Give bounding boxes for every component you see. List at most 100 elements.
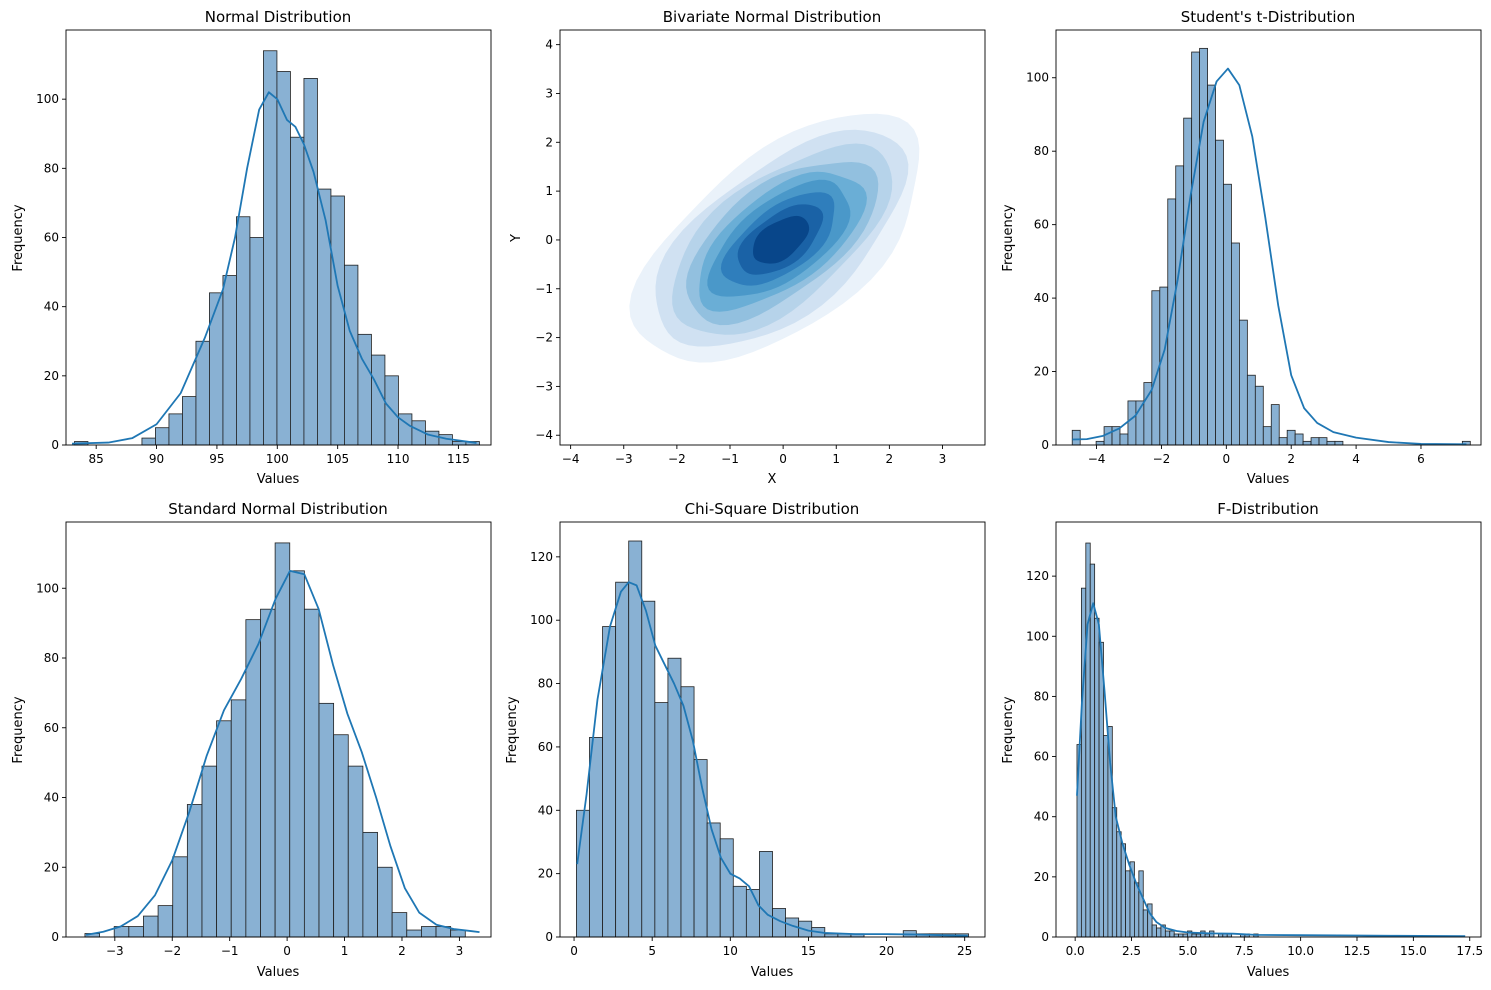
y-axis-label: Frequency xyxy=(1001,696,1016,763)
x-tick-label: 20 xyxy=(879,944,894,958)
histogram-bar xyxy=(1103,426,1113,446)
x-axis-label: Values xyxy=(257,965,300,980)
y-tick-label: 60 xyxy=(1034,218,1049,232)
y-axis-ticks: 0 20 40 60 80 100 xyxy=(36,581,66,944)
subplot-normal-distribution: Normal Distribution 85 90 95 100 105 110 115 0… xyxy=(11,8,492,487)
histogram-bar xyxy=(693,759,708,938)
histogram-bar xyxy=(1094,617,1100,938)
histogram-bar xyxy=(182,396,197,446)
histogram-bar xyxy=(1223,183,1232,446)
x-axis-ticks: −4 −3 −2 −1 0 1 2 3 xyxy=(562,445,947,466)
histogram-bar xyxy=(263,50,278,446)
x-tick-label: 3 xyxy=(939,452,947,466)
y-tick-label: 60 xyxy=(44,231,59,245)
x-axis-ticks: 0 5 10 15 20 25 xyxy=(570,937,972,958)
histogram-bar xyxy=(706,822,721,938)
y-tick-label: 80 xyxy=(1034,144,1049,158)
histogram-bar xyxy=(1326,440,1336,446)
histogram-bar xyxy=(222,275,237,446)
y-tick-label: 20 xyxy=(1034,870,1049,884)
axes-frame xyxy=(559,521,986,938)
y-tick-label: 80 xyxy=(1034,689,1049,703)
chart-title: Chi-Square Distribution xyxy=(685,500,860,518)
subplot-bivariate-normal-distribution: Bivariate Normal Distribution −4 −3 −2 −1 0 1… xyxy=(509,8,986,487)
histogram-bar xyxy=(602,626,617,938)
histogram-bar xyxy=(1175,165,1185,446)
histogram-bar xyxy=(1116,831,1122,938)
x-tick-label: 5.0 xyxy=(1178,944,1197,958)
histogram-bar xyxy=(745,889,760,938)
x-axis-ticks: 85 90 95 100 105 110 115 xyxy=(89,445,470,466)
histogram-bar xyxy=(1089,563,1096,938)
histogram-bar xyxy=(654,702,669,938)
histogram-bar xyxy=(1169,930,1175,938)
histogram-bar xyxy=(1318,437,1328,446)
axes-frame xyxy=(1055,29,1482,446)
histogram-bar xyxy=(1195,933,1202,938)
kde-line xyxy=(1072,67,1467,446)
y-tick-label: 100 xyxy=(36,581,59,595)
histogram-bar xyxy=(260,608,276,938)
y-tick-label: −1 xyxy=(535,282,553,296)
y-tick-label: 40 xyxy=(1034,810,1049,824)
histogram-bar xyxy=(274,542,291,938)
histogram-bar xyxy=(1199,47,1208,446)
y-tick-label: 120 xyxy=(530,550,553,564)
chart-title: Standard Normal Distribution xyxy=(168,500,388,518)
histogram-bar xyxy=(344,264,359,446)
x-tick-label: 110 xyxy=(387,452,410,466)
histogram-bar xyxy=(303,608,320,938)
histogram-bar xyxy=(1080,587,1087,938)
histogram-bar xyxy=(172,856,188,938)
histogram-bar xyxy=(377,866,393,938)
y-tick-label: −2 xyxy=(535,331,553,345)
histogram-bar xyxy=(1246,374,1256,446)
x-tick-label: −1 xyxy=(721,452,739,466)
histogram-bar xyxy=(719,838,734,938)
y-tick-label: 0 xyxy=(1041,930,1049,944)
histogram-bar xyxy=(141,437,156,446)
histogram-bar xyxy=(303,78,318,446)
subplot-chi-square-distribution: Chi-Square Distribution 0 5 10 15 20 25 0 20 40… xyxy=(505,500,986,980)
histogram-bar xyxy=(450,929,466,938)
histogram-bar xyxy=(1138,870,1144,938)
histogram-bar xyxy=(155,427,170,446)
y-tick-label: −4 xyxy=(535,428,553,442)
histogram-bar xyxy=(1142,909,1149,938)
y-tick-label: 2 xyxy=(545,135,553,149)
x-tick-label: 100 xyxy=(266,452,289,466)
x-tick-label: 3 xyxy=(456,944,464,958)
histogram-bar xyxy=(1191,933,1197,938)
histogram-bar xyxy=(628,540,643,938)
x-axis-label: Values xyxy=(751,965,794,980)
y-tick-label: 20 xyxy=(44,369,59,383)
y-tick-label: 0 xyxy=(51,438,59,452)
histogram-bar xyxy=(330,195,345,446)
x-tick-label: 2.5 xyxy=(1122,944,1141,958)
y-tick-label: 40 xyxy=(1034,291,1049,305)
y-tick-label: 40 xyxy=(44,791,59,805)
x-tick-label: 105 xyxy=(326,452,349,466)
histogram-bar xyxy=(1095,440,1105,446)
y-axis-label: Frequency xyxy=(1001,204,1016,271)
histogram-bar xyxy=(1231,242,1240,446)
x-tick-label: 0 xyxy=(1223,452,1231,466)
x-axis-label: X xyxy=(768,472,777,487)
histogram-bar xyxy=(1239,319,1248,446)
histogram-bar xyxy=(157,905,174,938)
kde-line xyxy=(72,91,477,445)
y-tick-label: 0 xyxy=(1041,438,1049,452)
y-axis-ticks: 0 20 40 60 80 100 120 xyxy=(1026,569,1056,944)
histogram-bar xyxy=(143,915,159,938)
x-tick-label: 6 xyxy=(1417,452,1425,466)
y-tick-label: 80 xyxy=(538,677,553,691)
y-tick-label: 80 xyxy=(44,161,59,175)
chart-title: Bivariate Normal Distribution xyxy=(663,8,881,26)
y-tick-label: 60 xyxy=(538,740,553,754)
histogram-bar xyxy=(318,702,335,938)
x-axis-ticks: 0.0 2.5 5.0 7.5 10.0 12.5 15.0 17.5 xyxy=(1066,937,1483,958)
x-tick-label: −1 xyxy=(221,944,239,958)
y-tick-label: 100 xyxy=(530,613,553,627)
x-tick-label: 0 xyxy=(570,944,578,958)
x-tick-label: 95 xyxy=(209,452,224,466)
